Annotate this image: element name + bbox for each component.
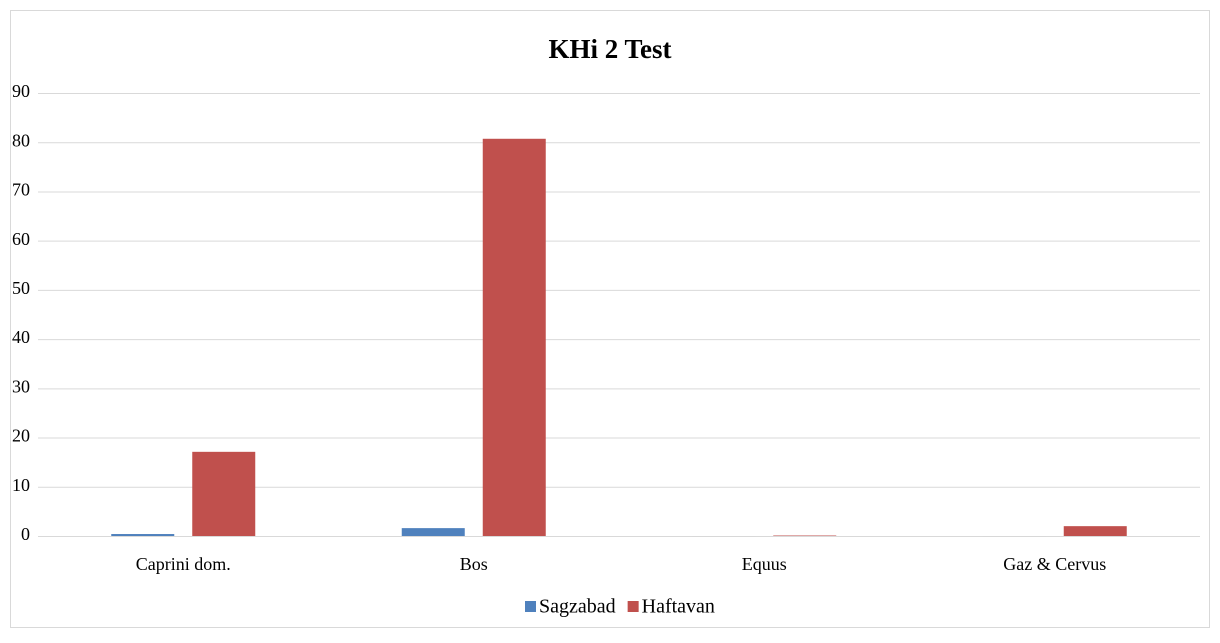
y-tick-label: 30 xyxy=(12,376,30,396)
bar xyxy=(483,139,546,536)
y-tick-label: 0 xyxy=(21,524,30,544)
legend-swatch xyxy=(525,601,536,612)
bar xyxy=(111,534,174,536)
y-tick-label: 10 xyxy=(12,475,30,495)
x-tick-label: Equus xyxy=(742,554,787,574)
y-tick-label: 70 xyxy=(12,180,30,200)
y-tick-label: 90 xyxy=(12,81,30,101)
y-tick-label: 20 xyxy=(12,426,30,446)
y-tick-label: 50 xyxy=(12,278,30,298)
y-tick-label: 60 xyxy=(12,229,30,249)
legend-label: Sagzabad xyxy=(539,596,616,618)
legend-label: Haftavan xyxy=(642,596,715,618)
x-tick-label: Caprini dom. xyxy=(136,554,231,574)
chart-title: KHi 2 Test xyxy=(548,34,671,64)
chart-frame xyxy=(11,11,1210,628)
x-tick-label: Gaz & Cervus xyxy=(1003,554,1106,574)
bar xyxy=(402,528,465,536)
y-tick-label: 40 xyxy=(12,327,30,347)
x-tick-label: Bos xyxy=(460,554,488,574)
y-tick-label: 80 xyxy=(12,130,30,150)
bar xyxy=(192,452,255,536)
legend-swatch xyxy=(628,601,639,612)
bar xyxy=(1064,526,1127,536)
